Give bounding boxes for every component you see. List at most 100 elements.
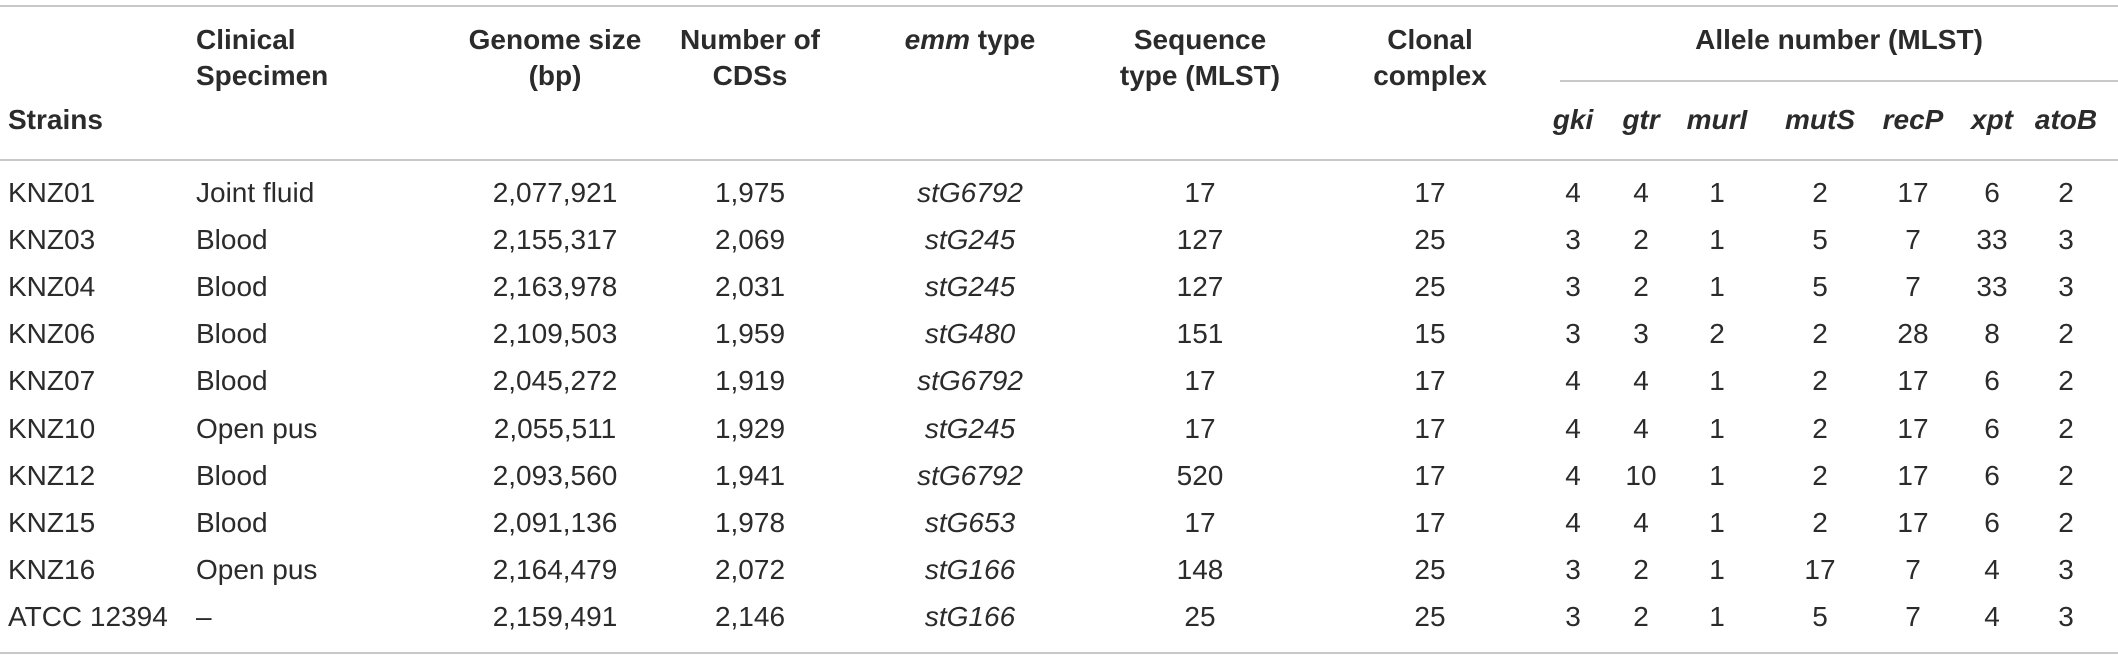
cell-allele-xpt: 6 (1984, 177, 2000, 208)
cell-sequence-type: 127 (1176, 224, 1224, 255)
cell-allele-gtr: 4 (1633, 177, 1649, 208)
cell-allele-gtr: 2 (1633, 224, 1649, 255)
cell-strain: KNZ04 (8, 271, 96, 302)
header-strains: Strains (8, 104, 103, 135)
cell-allele-muri: 1 (1709, 554, 1725, 585)
cell-allele-muts: 5 (1812, 601, 1828, 632)
cell-allele-recp: 7 (1905, 554, 1921, 585)
cell-allele-xpt: 6 (1984, 460, 2000, 491)
cell-allele-xpt: 6 (1984, 365, 2000, 396)
cell-strain: KNZ10 (8, 413, 96, 444)
cell-allele-muts: 2 (1812, 318, 1828, 349)
cell-strain: KNZ12 (8, 460, 96, 491)
cell-emm-type: stG166 (924, 601, 1016, 632)
cell-allele-gtr: 2 (1633, 271, 1649, 302)
cell-allele-muri: 2 (1709, 318, 1725, 349)
cell-allele-muri: 1 (1709, 177, 1725, 208)
cell-allele-recp: 17 (1897, 507, 1929, 538)
header-allele-muts: mutS (1785, 104, 1855, 135)
cell-genome-size: 2,093,560 (492, 460, 618, 491)
cell-strain: KNZ06 (8, 318, 96, 349)
cell-sequence-type: 17 (1184, 413, 1216, 444)
cell-allele-muri: 1 (1709, 507, 1725, 538)
cell-specimen: – (196, 601, 212, 632)
cell-specimen: Blood (196, 318, 268, 349)
cell-specimen: Blood (196, 507, 268, 538)
cell-genome-size: 2,055,511 (493, 413, 617, 444)
cell-sequence-type: 17 (1184, 177, 1216, 208)
cell-allele-xpt: 4 (1984, 554, 2000, 585)
cell-allele-gki: 3 (1565, 601, 1581, 632)
cell-allele-muri: 1 (1709, 271, 1725, 302)
cell-allele-gtr: 3 (1633, 318, 1649, 349)
cell-allele-gki: 4 (1565, 507, 1581, 538)
cell-allele-gki: 4 (1565, 460, 1581, 491)
cell-cds: 1,941 (714, 460, 786, 491)
cell-emm-type: stG6792 (917, 177, 1023, 208)
cell-allele-muts: 2 (1812, 365, 1828, 396)
cell-cds: 1,978 (714, 507, 786, 538)
cell-specimen: Blood (196, 271, 268, 302)
cell-cds: 1,929 (714, 413, 786, 444)
cell-allele-gki: 3 (1565, 224, 1581, 255)
cell-specimen: Open pus (196, 554, 318, 585)
cell-clonal-complex: 17 (1414, 507, 1446, 538)
cell-allele-xpt: 33 (1976, 224, 2008, 255)
cell-allele-muts: 5 (1812, 271, 1828, 302)
cell-clonal-complex: 25 (1414, 271, 1446, 302)
cell-cds: 1,975 (714, 177, 786, 208)
cell-sequence-type: 25 (1184, 601, 1216, 632)
table-header-rule (0, 159, 2118, 161)
cell-allele-atob: 3 (2058, 601, 2074, 632)
cell-sequence-type: 17 (1184, 507, 1216, 538)
cell-allele-atob: 2 (2058, 318, 2074, 349)
cell-allele-gki: 3 (1565, 271, 1581, 302)
cell-strain: KNZ07 (8, 365, 96, 396)
cell-allele-recp: 17 (1897, 365, 1929, 396)
cell-allele-atob: 2 (2058, 365, 2074, 396)
cell-emm-type: stG6792 (917, 460, 1023, 491)
cell-cds: 2,031 (714, 271, 786, 302)
cell-cds: 1,919 (714, 365, 786, 396)
cell-allele-atob: 3 (2058, 224, 2074, 255)
cell-allele-gki: 3 (1565, 318, 1581, 349)
cell-emm-type: stG6792 (917, 365, 1023, 396)
cell-allele-gki: 3 (1565, 554, 1581, 585)
header-allele-atob: atoB (2034, 104, 2098, 135)
header-allele-gki: gki (1552, 104, 1594, 135)
cell-clonal-complex: 17 (1414, 460, 1446, 491)
cell-strain: KNZ03 (8, 224, 96, 255)
cell-emm-type: stG166 (924, 554, 1016, 585)
cell-genome-size: 2,077,921 (492, 177, 618, 208)
cell-clonal-complex: 25 (1414, 224, 1446, 255)
cell-allele-gtr: 2 (1633, 554, 1649, 585)
cell-allele-xpt: 6 (1984, 507, 2000, 538)
header-genome-size: Genome size (bp) (468, 24, 642, 91)
cell-allele-muri: 1 (1709, 460, 1725, 491)
allele-group-rule (1560, 80, 2118, 82)
cell-allele-atob: 3 (2058, 554, 2074, 585)
cell-allele-recp: 17 (1897, 413, 1929, 444)
cell-strain: ATCC 12394 (8, 601, 168, 632)
cell-allele-recp: 7 (1905, 601, 1921, 632)
header-allele-gtr: gtr (1622, 104, 1660, 135)
header-clonal-complex: Clonal complex (1373, 24, 1487, 91)
header-allele-recp: recP (1882, 104, 1944, 135)
cell-allele-atob: 2 (2058, 507, 2074, 538)
cell-emm-type: stG245 (924, 271, 1016, 302)
header-sequence-type: Sequence type (MLST) (1119, 24, 1281, 91)
cell-sequence-type: 17 (1184, 365, 1216, 396)
cell-allele-muts: 2 (1812, 460, 1828, 491)
cell-strain: KNZ15 (8, 507, 96, 538)
cell-sequence-type: 127 (1176, 271, 1224, 302)
cell-allele-muts: 2 (1812, 507, 1828, 538)
table-bottom-rule (0, 652, 2118, 654)
header-allele-group: Allele number (MLST) (1695, 24, 1983, 55)
cell-allele-recp: 7 (1905, 224, 1921, 255)
cell-allele-gtr: 10 (1625, 460, 1657, 491)
cell-specimen: Blood (196, 460, 268, 491)
header-cds: Number of CDSs (680, 24, 820, 91)
cell-allele-recp: 17 (1897, 177, 1929, 208)
cell-allele-gki: 4 (1565, 365, 1581, 396)
cell-genome-size: 2,109,503 (492, 318, 618, 349)
